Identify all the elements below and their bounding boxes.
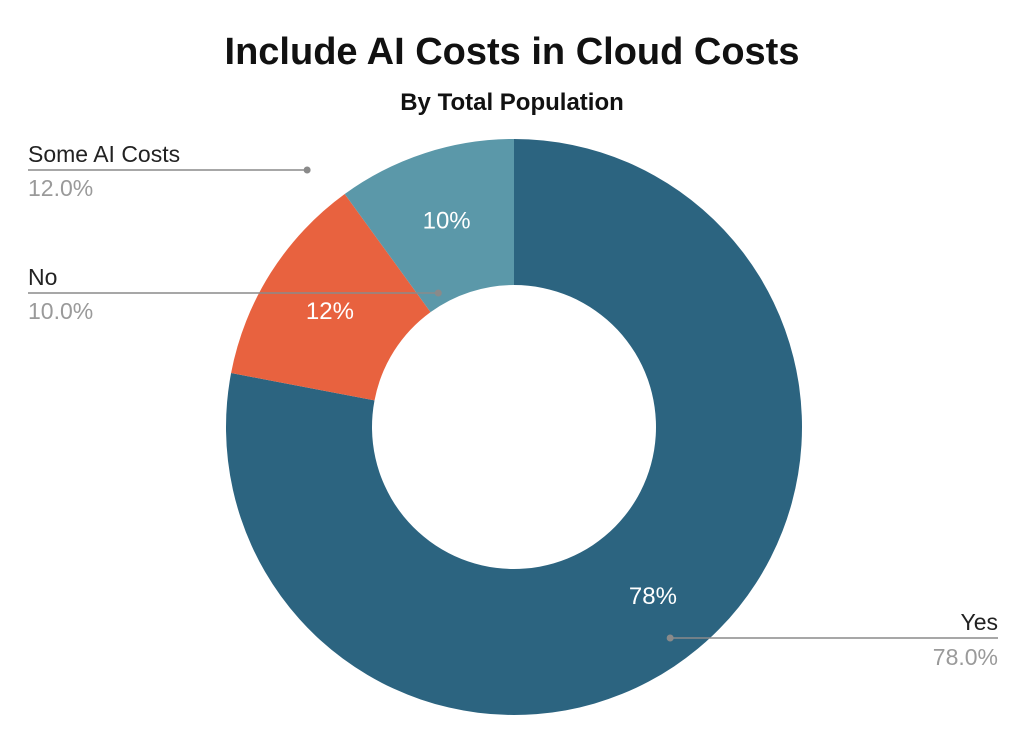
callout-percent: 78.0%: [933, 644, 998, 670]
callout-percent: 12.0%: [28, 175, 93, 201]
slice-labels: 78% 12% 10%: [306, 208, 677, 610]
callout-name: No: [28, 264, 57, 290]
slice-label-yes: 78%: [629, 583, 677, 610]
chart-title: Include AI Costs in Cloud Costs: [225, 31, 800, 73]
slice-yes: [225, 139, 802, 715]
slice-some-ai-costs: [231, 194, 431, 401]
slice-label-no: 10%: [423, 208, 471, 235]
donut-slices: [225, 139, 802, 715]
callout-name: Some AI Costs: [28, 141, 180, 167]
slice-no: [344, 139, 514, 313]
chart-subtitle: By Total Population: [400, 89, 624, 116]
callout-percent: 10.0%: [28, 298, 93, 324]
callout-name: Yes: [960, 609, 998, 635]
slice-callouts: Yes 78.0% Some AI Costs 12.0% No 10.0%: [28, 141, 998, 670]
slice-label-some-ai-costs: 12%: [306, 298, 354, 325]
